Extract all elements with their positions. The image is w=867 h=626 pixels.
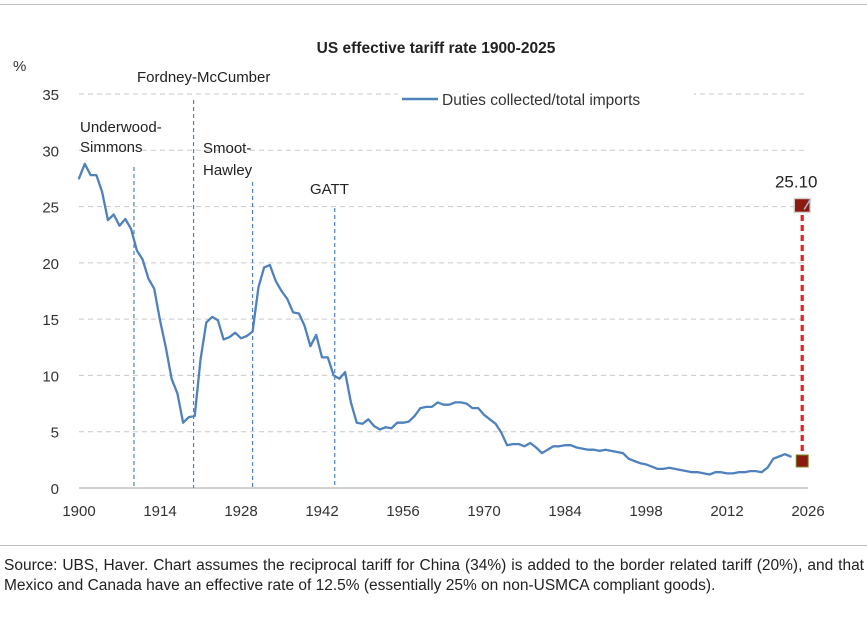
annotation-label: Smoot- — [203, 140, 251, 157]
annotation-label: Hawley — [203, 162, 253, 179]
projection-end-marker — [793, 197, 811, 214]
y-tick-label: 0 — [51, 481, 59, 498]
annotation-label: Simmons — [80, 139, 143, 156]
legend-label: Duties collected/total imports — [442, 92, 640, 109]
x-tick-label: 1914 — [143, 503, 176, 520]
source-note: Source: UBS, Haver. Chart assumes the re… — [4, 557, 864, 594]
top-rule — [0, 4, 867, 5]
projection-start-marker — [795, 454, 809, 468]
x-tick-label: 2026 — [791, 503, 824, 520]
x-tick-label: 1928 — [224, 503, 257, 520]
projection-layer: 25.10 — [775, 172, 818, 468]
y-tick-label: 10 — [42, 368, 59, 385]
series-line — [77, 162, 792, 476]
legend-background — [398, 89, 694, 111]
y-tick-labels: 0 5 10 15 20 25 30 35 — [42, 87, 59, 498]
x-tick-label: 1956 — [386, 503, 419, 520]
chart-title: US effective tariff rate 1900-2025 — [317, 40, 556, 57]
bottom-rule — [0, 545, 867, 546]
y-tick-label: 5 — [51, 425, 59, 442]
y-tick-label: 30 — [42, 143, 59, 160]
x-tick-label: 1998 — [629, 503, 662, 520]
series-layer — [77, 162, 792, 476]
x-tick-label: 1900 — [62, 503, 95, 520]
gridlines — [79, 93, 808, 489]
event-lines — [133, 100, 336, 488]
y-tick-label: 20 — [42, 256, 59, 273]
projection-tick-mark — [803, 199, 811, 210]
tariff-line-chart: US effective tariff rate 1900-2025 % 0 5 1… — [13, 40, 825, 520]
x-tick-label: 2012 — [710, 503, 743, 520]
annotation-label: Fordney-McCumber — [137, 69, 270, 86]
y-tick-label: 25 — [42, 200, 59, 217]
y-tick-label: 35 — [42, 87, 59, 104]
y-axis-unit: % — [13, 58, 26, 75]
x-tick-label: 1984 — [548, 503, 581, 520]
legend: Duties collected/total imports — [398, 89, 694, 111]
annotation-label: GATT — [310, 181, 349, 198]
annotation-label: Underwood- — [80, 119, 162, 136]
x-tick-label: 1970 — [467, 503, 500, 520]
x-tick-labels: 1900 1914 1928 1942 1956 1970 1984 1998 2012 2026 — [62, 503, 824, 520]
y-tick-label: 15 — [42, 312, 59, 329]
projection-value-label: 25.10 — [775, 172, 818, 191]
x-tick-label: 1942 — [305, 503, 338, 520]
annotations: Underwood- Simmons Fordney-McCumber Smoot- H… — [80, 69, 349, 198]
